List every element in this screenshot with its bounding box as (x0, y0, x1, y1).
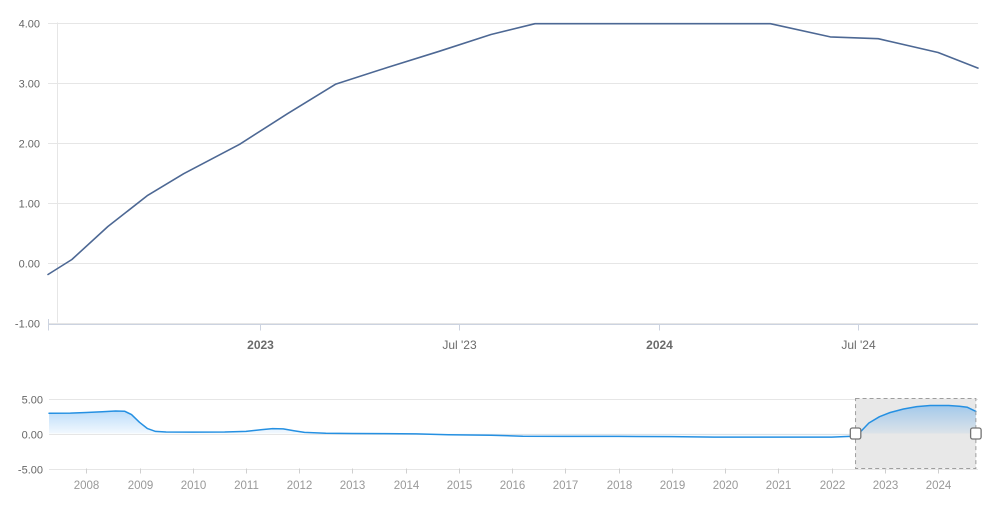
navigator-x-axis-label: 2015 (447, 480, 473, 492)
navigator-x-axis-label: 2011 (234, 480, 259, 492)
main-chart: 4.00 3.00 2.00 1.00 0.00 -1.00 2023 Jul '23 2024… (15, 19, 979, 352)
main-y-axis-label: 4.00 (19, 19, 40, 31)
main-y-axis-label: 0.00 (19, 259, 40, 271)
navigator-x-axis-label: 2018 (607, 480, 633, 492)
main-series-line (47, 22, 979, 276)
navigator: 5.00 0.00 -5.00 2008 2009 2010 2011 2012 2013 201… (18, 395, 982, 492)
main-x-axis-label: 2024 (646, 338, 673, 352)
main-x-axis-label: Jul '24 (841, 338, 876, 352)
navigator-x-axis-label: 2008 (74, 480, 100, 492)
main-x-axis-label: 2023 (247, 338, 274, 352)
navigator-x-axis-label: 2024 (926, 480, 952, 492)
navigator-right-handle[interactable] (969, 427, 982, 440)
navigator-x-axis-label: 2017 (553, 480, 579, 492)
navigator-x-axis-label: 2016 (500, 480, 526, 492)
main-y-axis-label: 1.00 (19, 199, 40, 211)
main-y-axis-label: 2.00 (19, 139, 40, 151)
navigator-x-axis-label: 2009 (128, 480, 154, 492)
navigator-x-axis-label: 2021 (766, 480, 792, 492)
navigator-y-axis-label: 5.00 (22, 395, 43, 407)
navigator-y-axis-label: 0.00 (22, 430, 43, 442)
navigator-left-handle[interactable] (849, 427, 862, 440)
navigator-x-axis-label: 2014 (394, 480, 420, 492)
navigator-line (48, 404, 977, 438)
navigator-x-axis-label: 2019 (660, 480, 686, 492)
navigator-x-axis-label: 2013 (340, 480, 366, 492)
main-plot-area[interactable] (48, 23, 978, 323)
navigator-x-axis-label: 2012 (287, 480, 313, 492)
navigator-x-axis-label: 2022 (820, 480, 846, 492)
main-x-axis-label: Jul '23 (442, 338, 477, 352)
navigator-selected-range[interactable] (855, 398, 977, 469)
main-y-axis-label: 3.00 (19, 79, 40, 91)
navigator-x-axis-label: 2010 (181, 480, 207, 492)
main-y-axis-label: -1.00 (15, 319, 40, 331)
navigator-x-axis-label: 2023 (873, 480, 899, 492)
navigator-y-axis-label: -5.00 (18, 465, 43, 477)
navigator-x-axis-label: 2020 (713, 480, 739, 492)
